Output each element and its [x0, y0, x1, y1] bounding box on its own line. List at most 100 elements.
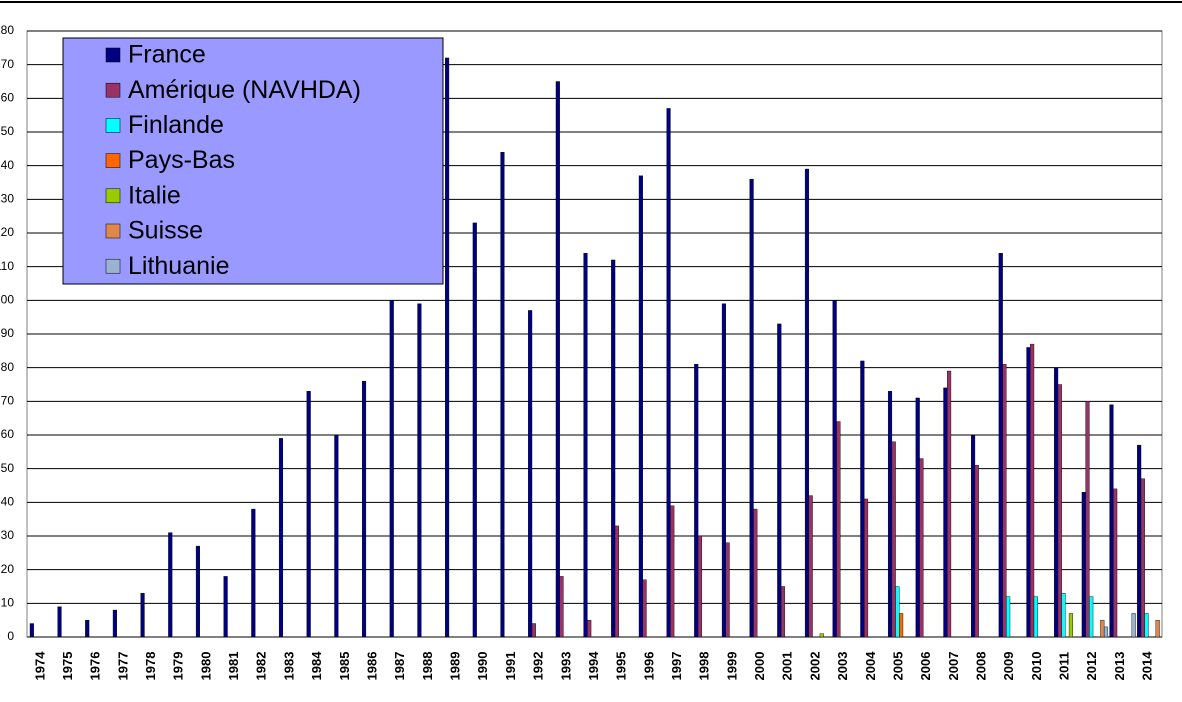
bar: [1109, 404, 1114, 638]
bar: [899, 613, 904, 638]
bar: [1068, 613, 1073, 638]
bar: [915, 397, 920, 638]
bar: [971, 434, 976, 638]
y-tick-label: 0: [7, 629, 14, 643]
bar: [895, 586, 900, 638]
bar: [998, 252, 1003, 638]
bar: [559, 576, 564, 638]
bar: [587, 619, 592, 638]
x-tick-label: 2007: [946, 652, 961, 681]
x-tick-label: 2012: [1084, 652, 1099, 681]
bar: [278, 438, 284, 638]
bar: [819, 633, 824, 638]
x-tick-label: 2009: [1001, 652, 1016, 681]
bar: [947, 370, 952, 638]
legend-label: Finlande: [128, 111, 224, 139]
x-tick-label: 1979: [171, 652, 186, 681]
bar: [780, 586, 786, 638]
x-tick-label: 1995: [614, 652, 629, 681]
y-tick-label: 140: [0, 158, 14, 172]
bar: [1054, 367, 1059, 638]
bar: [1089, 596, 1094, 638]
bar: [777, 323, 782, 638]
x-tick-label: 1999: [724, 652, 739, 681]
bar: [251, 508, 256, 638]
x-tick-label: 1986: [364, 652, 379, 681]
bar: [804, 168, 810, 638]
x-tick-label: 2002: [807, 652, 822, 681]
y-tick-label: 90: [1, 326, 15, 340]
x-tick-label: 2010: [1029, 652, 1044, 681]
bar: [112, 609, 117, 638]
bar: [168, 532, 173, 638]
legend-swatch: [105, 118, 121, 133]
bar: [334, 434, 339, 638]
y-tick-label: 80: [1, 360, 15, 374]
bar: [753, 508, 758, 638]
legend-swatch: [105, 223, 121, 239]
bar: [694, 364, 699, 638]
bar: [140, 593, 145, 638]
bar: [85, 619, 90, 638]
bar: [1061, 593, 1066, 638]
bar: [445, 57, 450, 638]
x-tick-label: 1983: [281, 652, 296, 681]
x-tick-label: 2011: [1057, 652, 1072, 680]
bar: [891, 441, 896, 638]
x-tick-label: 1991: [503, 652, 518, 681]
y-tick-label: 130: [0, 192, 14, 206]
bar: [860, 360, 865, 638]
x-tick-label: 1996: [641, 652, 656, 681]
y-tick-label: 180: [0, 23, 14, 37]
bar: [721, 303, 726, 638]
x-tick-label: 1985: [337, 652, 352, 681]
bar: [57, 606, 62, 638]
x-tick-label: 1990: [475, 652, 490, 681]
y-tick-label: 60: [1, 427, 15, 441]
legend-label: Lithuanie: [128, 252, 229, 280]
x-tick-label: 2014: [1140, 651, 1155, 681]
bar: [417, 303, 422, 638]
bar: [832, 300, 837, 638]
y-tick-label: 170: [0, 57, 14, 71]
bar: [361, 380, 367, 638]
bar: [1030, 343, 1035, 638]
bar: [943, 387, 948, 638]
bar: [1103, 626, 1109, 638]
x-tick-label: 1981: [226, 652, 241, 681]
legend-label: Pays-Bas: [128, 146, 235, 174]
x-tick-label: 1992: [531, 652, 546, 681]
bar: [749, 178, 754, 638]
x-tick-label: 1984: [309, 651, 324, 681]
x-tick-label: 1976: [88, 652, 103, 681]
bar: [1081, 492, 1086, 638]
bar: [1002, 364, 1007, 638]
bar: [1137, 444, 1142, 638]
x-tick-label: 2005: [890, 652, 905, 681]
bar: [1140, 478, 1145, 638]
bar: [1113, 488, 1118, 638]
x-tick-label: 1988: [420, 652, 435, 681]
bar: [725, 542, 730, 638]
x-tick-label: 1997: [669, 652, 684, 681]
y-tick-label: 120: [0, 225, 14, 239]
x-tick-label: 2008: [973, 652, 988, 681]
bar: [697, 535, 702, 638]
bar: [500, 151, 505, 638]
bar: [919, 458, 924, 638]
bar: [306, 391, 311, 638]
bar: [1006, 596, 1011, 638]
y-tick-label: 10: [1, 596, 15, 610]
bar: [863, 498, 869, 638]
bar: [611, 259, 616, 638]
y-tick-label: 100: [0, 293, 14, 307]
x-tick-label: 1980: [198, 652, 213, 681]
x-tick-label: 1987: [392, 652, 407, 681]
bar: [887, 391, 893, 638]
bar: [472, 222, 477, 638]
y-tick-label: 160: [0, 91, 14, 105]
legend-label: Suisse: [128, 217, 203, 245]
y-tick-label: 50: [1, 461, 15, 475]
x-tick-label: 1975: [60, 652, 75, 681]
